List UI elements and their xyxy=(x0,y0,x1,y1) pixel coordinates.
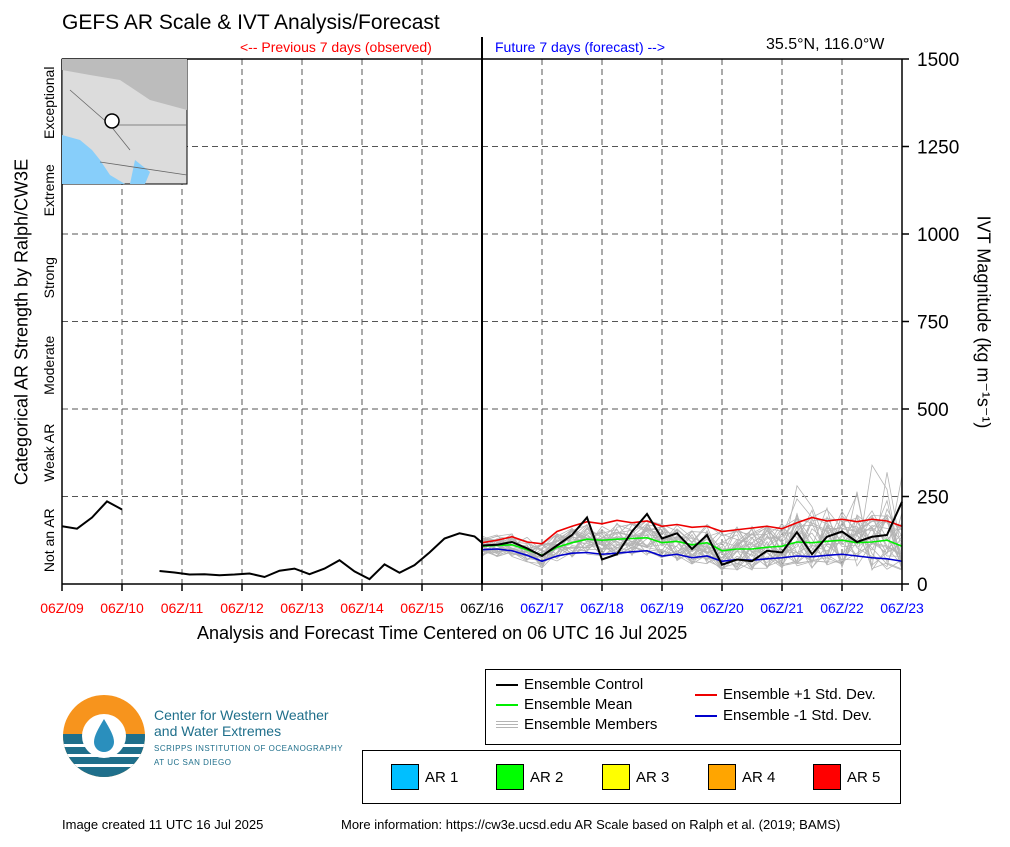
x-tick-label: 06Z/22 xyxy=(820,600,864,616)
axes: 0 250 500 750 1000 1250 1500 06Z/09 06Z/10 06Z/11… xyxy=(40,37,959,616)
lines-legend: Ensemble Control Ensemble Mean Ensemble … xyxy=(485,669,901,745)
x-tick-label: 06Z/18 xyxy=(580,600,624,616)
ensemble-member-line xyxy=(481,464,903,571)
ensemble-member-line xyxy=(481,508,903,570)
ar-category-label: Moderate xyxy=(41,335,57,394)
previous-days-label: <-- Previous 7 days (observed) xyxy=(240,39,432,55)
x-tick-label: 06Z/17 xyxy=(520,600,564,616)
chart-title: GEFS AR Scale & IVT Analysis/Forecast xyxy=(62,11,440,34)
x-tick-label: 06Z/14 xyxy=(340,600,384,616)
ensemble-member-line xyxy=(481,513,903,571)
y-tick-label: 500 xyxy=(917,400,949,421)
ensemble-control-line xyxy=(481,501,903,566)
image-created-note: Image created 11 UTC 16 Jul 2025 xyxy=(62,817,264,832)
location-label: 35.5°N, 116.0°W xyxy=(766,36,885,53)
x-tick-label: 06Z/19 xyxy=(640,600,684,616)
y-tick-label: 750 xyxy=(917,313,949,334)
legend-ar5: AR 5 xyxy=(813,764,880,790)
y-tick-label: 1250 xyxy=(917,138,959,159)
x-axis-label: Analysis and Forecast Time Centered on 0… xyxy=(197,623,688,643)
y-tick-label: 1500 xyxy=(917,50,959,71)
ar-category-label: Not an AR xyxy=(41,508,57,572)
location-marker xyxy=(104,113,120,129)
legend-ar4: AR 4 xyxy=(708,764,775,790)
location-inset-map xyxy=(61,58,188,185)
y-tick-label: 0 xyxy=(917,575,928,596)
observed-ivt-line xyxy=(61,500,123,530)
ensemble-member-line xyxy=(481,525,903,570)
org-name-line2: and Water Extremes xyxy=(154,723,282,739)
ar-scale-legend: AR 1 AR 2 AR 3 AR 4 AR 5 xyxy=(362,750,901,804)
observed-ivt-line xyxy=(159,532,483,581)
x-tick-label: 06Z/20 xyxy=(700,600,744,616)
y-tick-label: 1000 xyxy=(917,225,959,246)
future-days-label: Future 7 days (forecast) --> xyxy=(495,39,666,55)
observed-line xyxy=(61,500,483,581)
legend-control: Ensemble Control xyxy=(496,676,643,693)
more-info-note: More information: https://cw3e.ucsd.edu … xyxy=(341,817,841,832)
org-sub-line2: AT UC SAN DIEGO xyxy=(154,758,232,767)
legend-minus-sd: Ensemble -1 Std. Dev. xyxy=(695,707,872,724)
ivt-chart: 0 250 500 750 1000 1250 1500 06Z/09 06Z/10 06Z/11… xyxy=(40,37,959,616)
series-lines xyxy=(481,501,903,566)
x-tick-label: 06Z/09 xyxy=(40,600,84,616)
legend-ar3: AR 3 xyxy=(602,764,669,790)
ensemble-member-line xyxy=(481,509,903,565)
cw3e-logo xyxy=(63,695,145,777)
x-tick-label: 06Z/15 xyxy=(400,600,444,616)
ensemble-member-line xyxy=(481,512,903,569)
legend-ar2: AR 2 xyxy=(496,764,563,790)
legend-plus-sd: Ensemble +1 Std. Dev. xyxy=(695,686,876,703)
ar-category-label: Extreme xyxy=(41,164,57,216)
ar-category-label: Exceptional xyxy=(41,67,57,139)
org-name-line1: Center for Western Weather xyxy=(154,707,329,723)
y-tick-label: 250 xyxy=(917,488,949,509)
water-drop-icon xyxy=(94,719,114,752)
ar-category-label: Strong xyxy=(41,257,57,298)
x-tick-label: 06Z/21 xyxy=(760,600,804,616)
x-tick-label: 06Z/23 xyxy=(880,600,924,616)
minus-sd-line xyxy=(481,548,903,563)
legend-mean: Ensemble Mean xyxy=(496,696,632,713)
x-tick-label: 06Z/12 xyxy=(220,600,264,616)
org-sub-line1: SCRIPPS INSTITUTION OF OCEANOGRAPHY xyxy=(154,744,344,753)
x-tick-label: 06Z/10 xyxy=(100,600,144,616)
plus-sd-line xyxy=(481,516,903,545)
logo-text: Center for Western Weather and Water Ext… xyxy=(154,707,343,767)
x-tick-label: 06Z/11 xyxy=(161,600,204,616)
legend-members: Ensemble Members xyxy=(496,716,657,733)
x-tick-label: 06Z/13 xyxy=(280,600,324,616)
x-tick-label: 06Z/16 xyxy=(460,600,504,616)
legend-ar1: AR 1 xyxy=(391,764,458,790)
ar-category-label: Weak AR xyxy=(41,424,57,482)
